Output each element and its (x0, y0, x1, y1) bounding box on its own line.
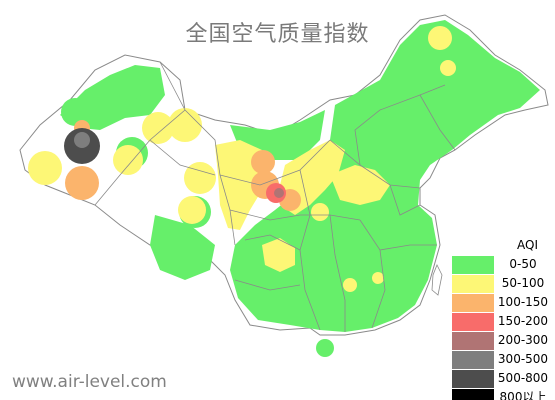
legend-swatch-200-300 (452, 331, 494, 350)
legend-label: 150-200 (497, 314, 549, 328)
legend-label: 300-500 (497, 352, 549, 366)
legend-swatch-100-150 (452, 293, 494, 312)
legend-label: 100-150 (497, 295, 549, 309)
legend-label: 500-800 (497, 371, 549, 385)
yellow-spot-10 (372, 272, 384, 284)
yellow-spot-1 (142, 112, 174, 144)
legend-item: 300-500 (452, 350, 552, 369)
legend-item: 200-300 (452, 331, 552, 350)
green-spot-4 (447, 57, 483, 93)
yellow-spot-2 (168, 108, 202, 142)
green-southwest (150, 215, 215, 280)
legend-item: 150-200 (452, 312, 552, 331)
dark-spot-1-edge (74, 132, 90, 148)
legend-label: 200-300 (497, 333, 549, 347)
taiwan-island (431, 264, 443, 296)
yellow-spot-8 (440, 60, 456, 76)
site-watermark: www.air-level.com (12, 372, 167, 392)
yellow-spot-6 (178, 196, 206, 224)
yellow-spot-5 (184, 162, 216, 194)
yellow-spot-7 (428, 26, 452, 50)
legend-label: 50-100 (501, 276, 545, 290)
green-spot-5 (61, 98, 89, 126)
maroon-zones (274, 188, 284, 198)
legend-title: AQI (517, 238, 538, 252)
green-spot-2 (115, 70, 145, 100)
yellow-spot-11 (311, 203, 329, 221)
legend-item: 100-150 (452, 293, 552, 312)
yellow-spot-9 (343, 278, 357, 292)
legend-swatch-800-plus (452, 388, 494, 400)
legend-item: 500-800 (452, 369, 552, 388)
yellow-spot-3 (28, 151, 62, 185)
aqi-legend: AQI 0-50 50-100 100-150 150-200 200-300 … (452, 235, 552, 400)
green-east (230, 20, 540, 332)
maroon-spot-1 (274, 188, 284, 198)
orange-spot-2 (251, 150, 275, 174)
legend-label: 800以上 (499, 390, 547, 400)
yellow-sichuan (262, 238, 295, 272)
legend-label: 0-50 (509, 257, 537, 271)
legend-item: 50-100 (452, 274, 552, 293)
legend-swatch-300-500 (452, 350, 494, 369)
yellow-zones (28, 26, 456, 292)
map-title: 全国空气质量指数 (185, 22, 370, 47)
province-borders (94, 61, 456, 332)
legend-swatch-150-200 (452, 312, 494, 331)
legend-swatch-0-50 (452, 255, 494, 274)
legend-swatch-50-100 (452, 274, 494, 293)
legend-item: 800以上 (452, 388, 552, 400)
orange-spot-1 (65, 166, 99, 200)
yellow-spot-4 (113, 145, 143, 175)
green-hainan (316, 339, 334, 357)
legend-item: 0-50 (452, 255, 552, 274)
legend-swatch-500-800 (452, 369, 494, 388)
dark-zones (64, 128, 100, 164)
